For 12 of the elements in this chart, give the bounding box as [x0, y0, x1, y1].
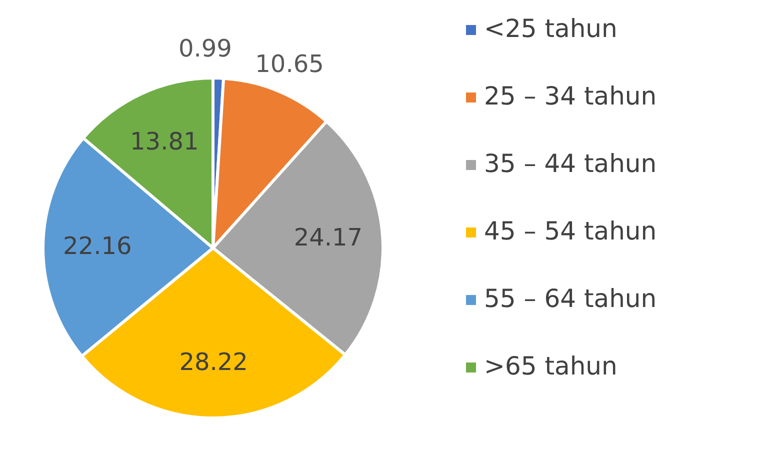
data-label: 28.22: [179, 348, 248, 376]
legend-label: >65 tahun: [484, 351, 618, 380]
data-label: 0.99: [178, 34, 232, 63]
legend-label: <25 tahun: [484, 14, 618, 43]
data-label: 22.16: [63, 232, 132, 260]
legend-label: 25 – 34 tahun: [484, 81, 657, 110]
data-label: 24.17: [294, 223, 363, 252]
legend-label: 55 – 64 tahun: [484, 284, 657, 313]
legend-label: 35 – 44 tahun: [484, 148, 657, 178]
legend-label: 45 – 54 tahun: [484, 216, 657, 246]
data-label: 10.65: [255, 50, 324, 78]
data-label: 13.81: [130, 128, 199, 156]
